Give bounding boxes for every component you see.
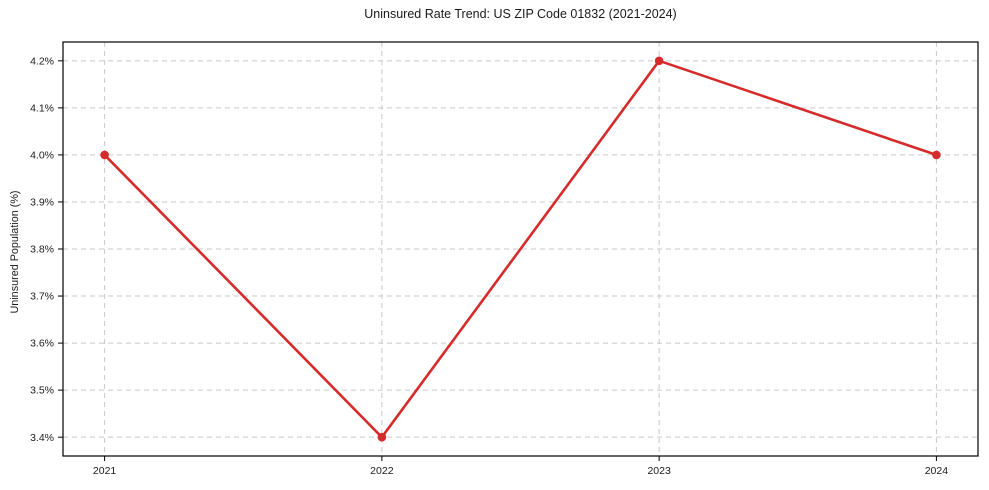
data-point (654, 56, 664, 66)
y-tick-label: 4.0% (30, 150, 54, 162)
y-tick-label: 4.1% (30, 102, 54, 114)
data-point (932, 150, 941, 160)
x-tick-label: 2022 (370, 465, 394, 477)
y-tick-label: 3.7% (30, 291, 54, 303)
y-axis-label: Uninsured Population (%) (9, 190, 21, 314)
x-tick-label: 2023 (647, 465, 671, 477)
y-tick-label: 3.6% (30, 338, 54, 350)
chart-title: Uninsured Rate Trend: US ZIP Code 01832 … (364, 7, 677, 21)
y-tick-label: 3.5% (30, 385, 54, 397)
y-tick-label: 4.2% (30, 55, 54, 67)
x-tick-label: 2021 (93, 465, 117, 477)
x-tick-label: 2024 (925, 465, 949, 477)
y-tick-label: 3.4% (30, 432, 54, 444)
trend-line (103, 59, 938, 439)
y-tick-label: 3.9% (30, 197, 54, 209)
data-point (377, 432, 387, 442)
y-tick-label: 3.8% (30, 244, 54, 256)
data-point (100, 150, 109, 160)
